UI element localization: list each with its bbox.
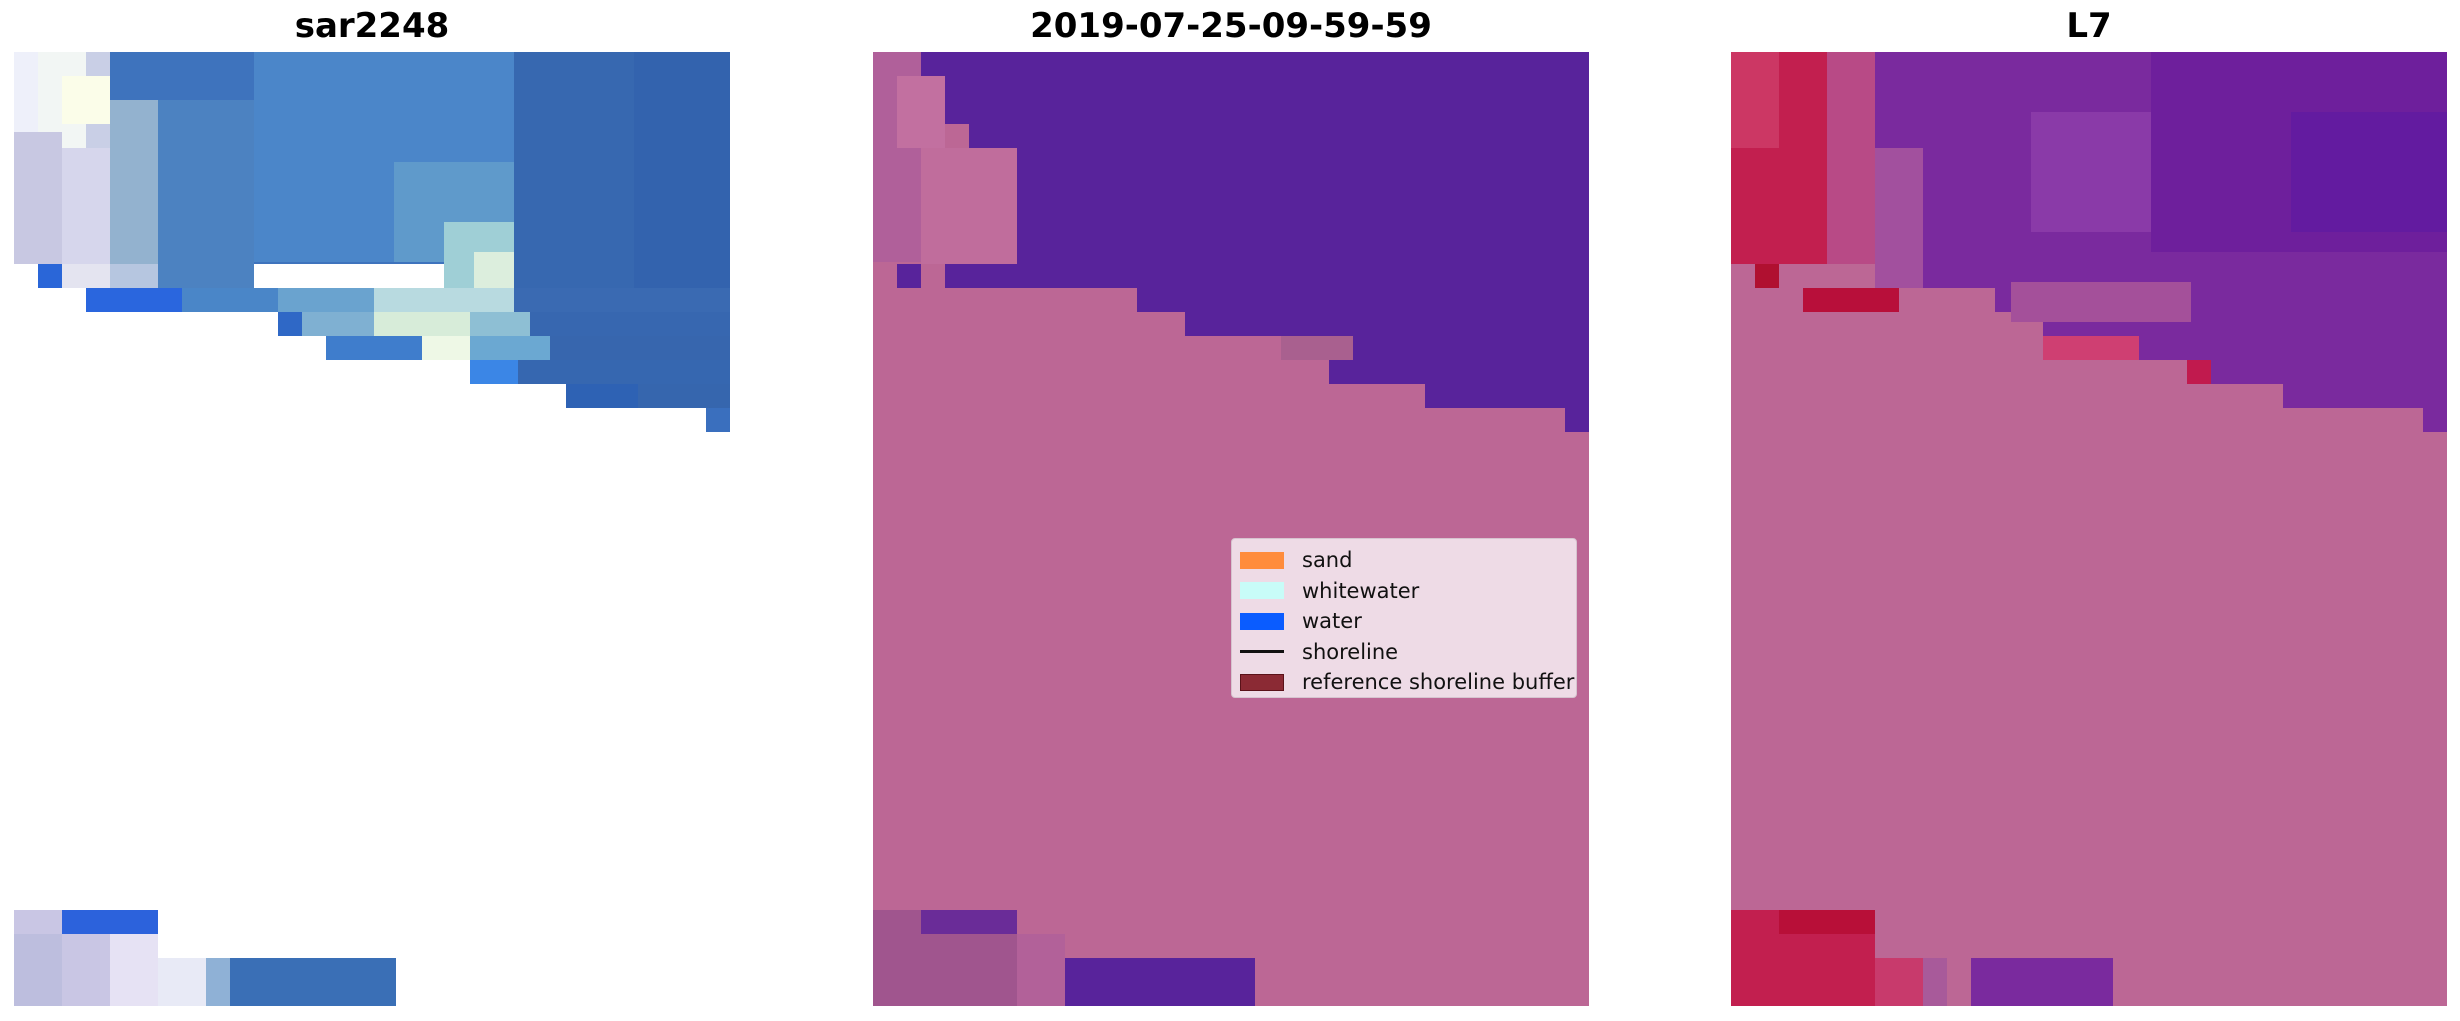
legend-item-water: water xyxy=(1240,606,1568,637)
legend-swatch-water xyxy=(1240,612,1284,630)
panel-l7-image xyxy=(1731,52,2447,1006)
legend: sand whitewater water shoreline referenc… xyxy=(1231,538,1577,698)
legend-swatch-reference-buffer xyxy=(1240,673,1284,691)
legend-line-shoreline xyxy=(1240,650,1284,654)
legend-swatch-sand xyxy=(1240,551,1284,569)
panel-classified-title: 2019-07-25-09-59-59 xyxy=(1030,6,1432,46)
legend-item-reference-buffer: reference shoreline buffer xyxy=(1240,667,1574,698)
legend-swatch-whitewater xyxy=(1240,582,1284,600)
panel-rgb-image xyxy=(14,52,730,1006)
legend-item-shoreline: shoreline xyxy=(1240,637,1568,668)
panel-rgb-title: sar2248 xyxy=(294,6,450,46)
panel-l7-title: L7 xyxy=(2066,6,2112,46)
legend-item-whitewater: whitewater xyxy=(1240,576,1568,607)
panel-classified-image xyxy=(873,52,1589,1006)
legend-item-sand: sand xyxy=(1240,545,1568,576)
